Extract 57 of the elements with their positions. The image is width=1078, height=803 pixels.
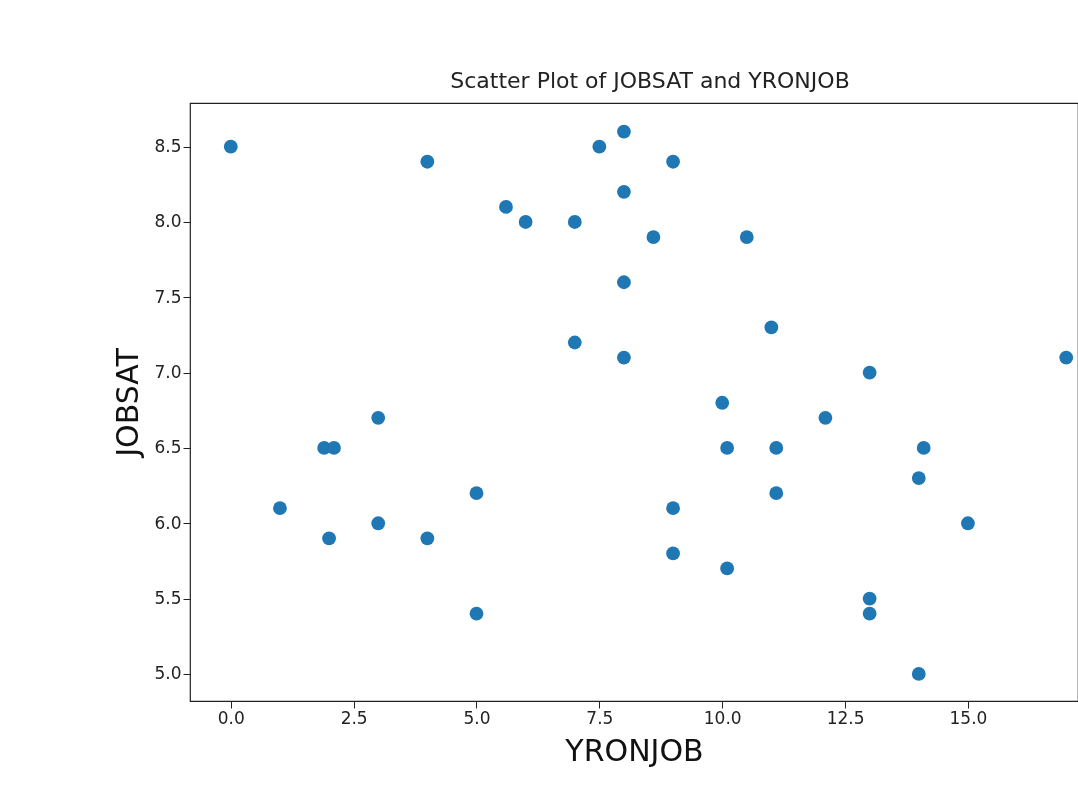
point xyxy=(273,501,287,516)
point xyxy=(666,546,680,561)
y-tick-label: 8.5 xyxy=(154,136,182,157)
point xyxy=(567,215,582,229)
point xyxy=(567,335,582,350)
y-axis-title: JOBSAT xyxy=(110,347,146,459)
y-tick-label: 6.5 xyxy=(154,437,182,458)
y-tick-label: 6.0 xyxy=(154,512,182,533)
point xyxy=(911,667,926,681)
point xyxy=(862,606,877,621)
y-tick-label: 8.0 xyxy=(154,211,182,232)
point xyxy=(666,501,680,516)
point xyxy=(469,486,484,501)
point xyxy=(961,516,975,531)
y-tick-label: 7.0 xyxy=(154,362,182,383)
y-tick-label: 5.5 xyxy=(154,588,182,609)
point xyxy=(371,410,386,425)
x-tick-label: 15.0 xyxy=(949,707,988,728)
x-tick-label: 12.5 xyxy=(826,707,865,728)
point xyxy=(769,441,784,455)
x-tick-label: 7.5 xyxy=(586,707,614,728)
point xyxy=(499,200,513,214)
y-tick-label: 7.5 xyxy=(154,286,182,307)
chart-title: Scatter Plot of JOBSAT and YRONJOB xyxy=(450,68,850,93)
point xyxy=(371,516,386,531)
point xyxy=(617,184,631,199)
point xyxy=(715,395,730,410)
point xyxy=(764,320,779,335)
point xyxy=(518,215,533,229)
x-tick-label: 10.0 xyxy=(703,707,742,728)
point xyxy=(739,230,754,244)
point xyxy=(818,410,833,425)
point xyxy=(916,441,931,455)
x-tick-label: 2.5 xyxy=(340,707,368,728)
point xyxy=(646,230,661,244)
point xyxy=(617,275,631,290)
point xyxy=(322,531,336,546)
point xyxy=(720,561,735,576)
point xyxy=(420,154,435,169)
point xyxy=(617,350,631,365)
point xyxy=(862,591,877,606)
point xyxy=(720,441,735,455)
point xyxy=(327,441,341,455)
point xyxy=(911,471,926,485)
x-tick-label: 5.0 xyxy=(463,707,491,728)
point xyxy=(420,531,435,546)
x-tick-label: 0.0 xyxy=(217,707,245,728)
point xyxy=(592,139,607,154)
point xyxy=(862,365,877,380)
point xyxy=(1059,350,1074,365)
point xyxy=(617,124,631,139)
point xyxy=(666,154,680,169)
y-tick-label: 5.0 xyxy=(154,663,182,684)
point xyxy=(469,606,484,621)
point xyxy=(769,486,784,501)
x-axis-title: YRONJOB xyxy=(564,732,704,768)
point xyxy=(223,139,238,154)
